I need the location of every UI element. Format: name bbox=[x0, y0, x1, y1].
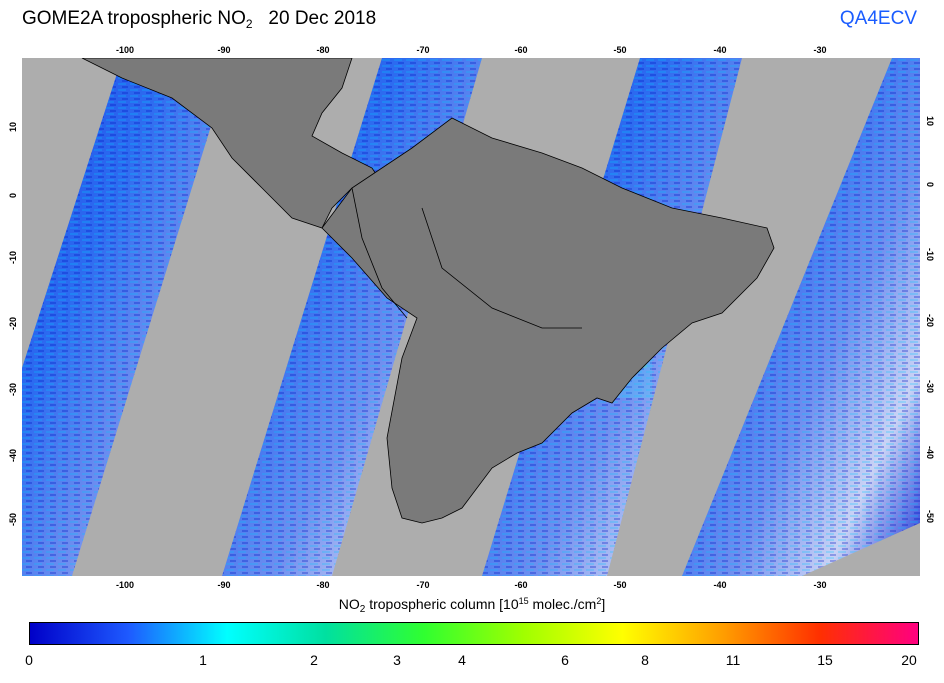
lon-tick-bot: -50 bbox=[613, 580, 627, 590]
lat-tick-right: -20 bbox=[925, 314, 935, 328]
lon-tick-top: -100 bbox=[115, 45, 135, 55]
lon-tick-bot: -90 bbox=[217, 580, 231, 590]
axis-label-end: ] bbox=[601, 596, 606, 612]
lat-tick-right: -40 bbox=[925, 446, 935, 460]
lon-tick-top: -30 bbox=[813, 45, 827, 55]
brand-label: QA4ECV bbox=[839, 8, 917, 29]
lon-tick-bot: -70 bbox=[416, 580, 430, 590]
lat-tick-left: -40 bbox=[8, 448, 18, 462]
lon-tick-top: -90 bbox=[217, 45, 231, 55]
no2-map bbox=[22, 57, 920, 576]
colorbar-tick-label: 15 bbox=[817, 652, 833, 668]
axis-label-sup2: 2 bbox=[596, 596, 602, 606]
colorbar-tick-label: 2 bbox=[310, 652, 318, 668]
lat-tick-right: 0 bbox=[925, 182, 935, 188]
title-subscript: 2 bbox=[245, 17, 253, 31]
title-date: 20 Dec 2018 bbox=[268, 8, 377, 29]
lon-tick-bot: -100 bbox=[115, 580, 135, 590]
lat-tick-right: -10 bbox=[925, 248, 935, 262]
lat-tick-right: -30 bbox=[925, 380, 935, 394]
lat-tick-right: -50 bbox=[925, 510, 935, 524]
lon-tick-top: -60 bbox=[514, 45, 528, 55]
colorbar-tick-label: 8 bbox=[641, 652, 649, 668]
lat-tick-left: 0 bbox=[8, 192, 18, 198]
lat-tick-right: 10 bbox=[925, 116, 935, 127]
lon-tick-top: -50 bbox=[613, 45, 627, 55]
lat-tick-left: -10 bbox=[8, 250, 18, 264]
colorbar-tick-label: 11 bbox=[725, 652, 741, 668]
colorbar-tick-label: 3 bbox=[393, 652, 401, 668]
lon-tick-top: -40 bbox=[713, 45, 727, 55]
lon-tick-bot: -80 bbox=[316, 580, 330, 590]
colorbar bbox=[29, 622, 919, 645]
colorbar-tick-label: 6 bbox=[561, 652, 569, 668]
axis-label-prefix: NO bbox=[338, 596, 360, 612]
lon-tick-top: -80 bbox=[316, 45, 330, 55]
colorbar-tick-label: 20 bbox=[901, 652, 917, 668]
lat-tick-left: -30 bbox=[8, 382, 18, 396]
lon-tick-top: -70 bbox=[416, 45, 430, 55]
axis-label-mid: tropospheric column [10 bbox=[365, 596, 519, 612]
lat-tick-left: -20 bbox=[8, 316, 18, 330]
axis-label-sup: 15 bbox=[518, 596, 529, 606]
map-canvas bbox=[22, 57, 920, 576]
lat-tick-left: -50 bbox=[8, 512, 18, 526]
lat-tick-left: 10 bbox=[8, 121, 18, 132]
colorbar-tick-label: 4 bbox=[458, 652, 466, 668]
map-title: GOME2A tropospheric NO2 20 Dec 2018 bbox=[22, 8, 376, 31]
land-masses bbox=[81, 57, 775, 524]
lon-tick-bot: -60 bbox=[514, 580, 528, 590]
lon-tick-bot: -40 bbox=[713, 580, 727, 590]
title-main: GOME2A tropospheric NO bbox=[22, 8, 246, 29]
lon-tick-bot: -30 bbox=[813, 580, 827, 590]
colorbar-tick-label: 1 bbox=[199, 652, 207, 668]
colorbar-tick-label: 0 bbox=[25, 652, 33, 668]
axis-label-mid2: molec./cm bbox=[528, 596, 597, 612]
axis-label-sub: 2 bbox=[359, 604, 366, 615]
colorbar-axis-label: NO2 tropospheric column [1015 molec./cm2… bbox=[0, 596, 944, 615]
